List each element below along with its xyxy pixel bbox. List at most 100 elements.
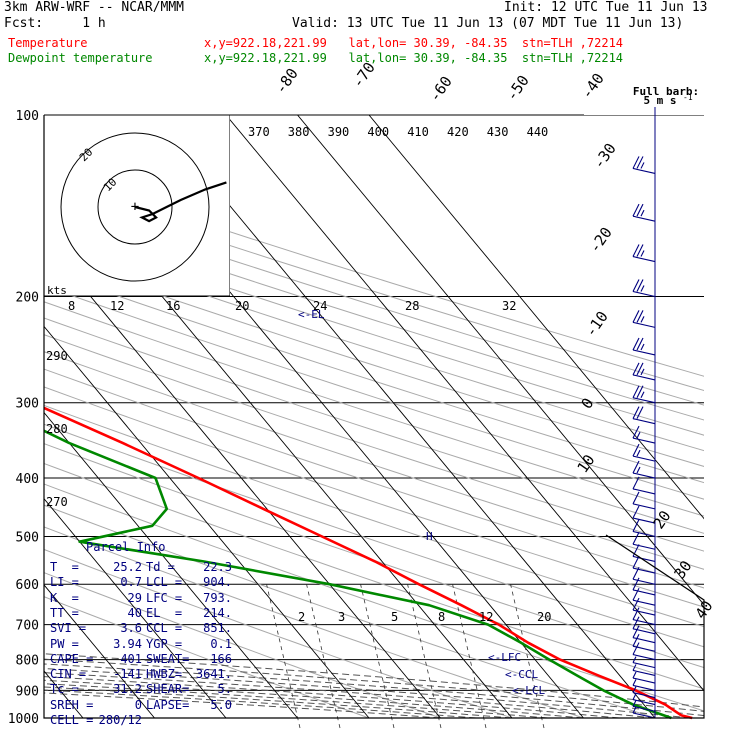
barb-full	[632, 203, 640, 217]
moist-adiabat	[44, 667, 691, 719]
dry-adiabat	[44, 169, 704, 377]
barb-full	[632, 460, 640, 474]
wind-barb	[632, 310, 656, 328]
wind-barb	[632, 597, 656, 616]
isotherm-line	[44, 239, 441, 719]
parcel-info-k2: CCL =	[146, 621, 183, 636]
wind-barb	[632, 406, 656, 425]
wind-barb	[632, 385, 656, 404]
parcel-info-k2: YGP =	[146, 636, 183, 651]
parcel-info-v1: 3.6	[120, 621, 142, 636]
lcl-marker: <-LCL	[512, 684, 545, 697]
wind-barb	[632, 664, 656, 676]
isotherm-line	[44, 498, 227, 719]
barb-shaft	[632, 530, 656, 538]
mixing-ratio-label: 12	[479, 610, 493, 624]
mixing-ratio-label: 8	[68, 299, 75, 313]
temperature-profile	[44, 406, 693, 720]
barb-full	[632, 544, 640, 557]
dry-adiabat	[44, 548, 513, 719]
wind-barb	[632, 491, 656, 510]
wind-barb	[632, 555, 656, 574]
barb-full	[632, 156, 640, 169]
isotherm-label: 20	[650, 507, 675, 532]
isotherm-line	[0, 115, 12, 718]
dry-adiabat	[44, 225, 704, 436]
wind-barb	[632, 566, 656, 585]
barb-full	[636, 337, 644, 351]
pressure-label: 500	[16, 530, 39, 545]
dry-adiabat	[44, 404, 704, 628]
parcel-info-v1: 3.94	[113, 636, 142, 651]
dry-adiabat	[44, 183, 704, 392]
parcel-info-v1: 29	[127, 590, 142, 605]
wind-barb	[632, 362, 656, 381]
wind-barb	[632, 686, 656, 699]
hodograph-ring	[60, 132, 210, 282]
theta-label: 390	[328, 125, 350, 139]
barb-full	[632, 362, 640, 376]
barb-full	[632, 519, 640, 532]
parcel-info-v2: 5.0	[210, 697, 232, 712]
wind-barb	[632, 476, 656, 495]
parcel-info-k1: SREH =	[50, 697, 94, 712]
barb-shaft	[632, 321, 656, 328]
barb-half	[632, 706, 637, 714]
parcel-info-k1: TT =	[50, 605, 79, 620]
wind-barb	[632, 671, 656, 684]
theta-e-label: 280	[46, 422, 68, 436]
barb-shaft	[632, 654, 656, 661]
wind-barb	[632, 156, 656, 174]
barb-half	[636, 431, 641, 439]
barb-shaft	[632, 455, 656, 462]
barb-shaft	[632, 349, 656, 356]
barb-shaft	[632, 503, 656, 510]
theta-label: 380	[288, 125, 310, 139]
dry-adiabat	[44, 423, 704, 648]
barb-full	[632, 425, 640, 439]
barb-shaft	[632, 567, 656, 574]
barb-half	[640, 285, 645, 292]
mixing-ratio-label: 2	[298, 610, 305, 624]
isotherm-line	[225, 115, 704, 692]
dry-adiabat	[44, 301, 704, 517]
dry-adiabat	[44, 317, 704, 534]
dry-adiabat	[44, 368, 704, 589]
isotherm-label: -80	[272, 65, 302, 98]
parcel-info-v1: 25.2	[113, 560, 142, 574]
isotherm-label: -30	[590, 140, 620, 173]
dewpoint-legend: Dewpoint temperature	[8, 51, 153, 65]
moist-adiabat	[44, 663, 704, 717]
theta-e-label: 270	[46, 495, 68, 509]
wind-barb	[632, 693, 656, 706]
wind-barb	[632, 532, 656, 550]
barb-half	[636, 449, 641, 457]
isotherm-line	[44, 584, 155, 719]
barb-full	[632, 279, 640, 292]
dry-adiabat	[44, 351, 704, 570]
pressure-label: 1000	[8, 712, 39, 727]
barb-half	[640, 162, 645, 169]
mixing-ratio-line	[306, 584, 341, 729]
parcel-info-v1: 0.7	[120, 575, 142, 590]
parcel-info-k1: Tc =	[50, 682, 79, 697]
mixing-ratio-label: 8	[438, 610, 445, 624]
barb-full	[636, 156, 644, 169]
barb-half	[640, 391, 645, 398]
parcel-info-v2: 22.3	[203, 560, 232, 574]
mixing-ratio-line	[407, 584, 442, 729]
barb-half	[640, 343, 645, 351]
mixing-ratio-line	[360, 584, 395, 729]
isotherm-label: 10	[574, 451, 599, 476]
dry-adiabat	[44, 269, 704, 484]
dry-adiabat	[44, 254, 704, 467]
barb-shaft	[632, 692, 656, 699]
parcel-info-v2: 793.	[203, 590, 232, 605]
wind-barb	[632, 706, 656, 719]
isotherm-label: -20	[586, 224, 616, 257]
barb-shaft	[632, 599, 656, 606]
wind-barb	[632, 443, 656, 462]
wind-barb	[632, 203, 656, 222]
barb-shaft	[632, 662, 656, 669]
